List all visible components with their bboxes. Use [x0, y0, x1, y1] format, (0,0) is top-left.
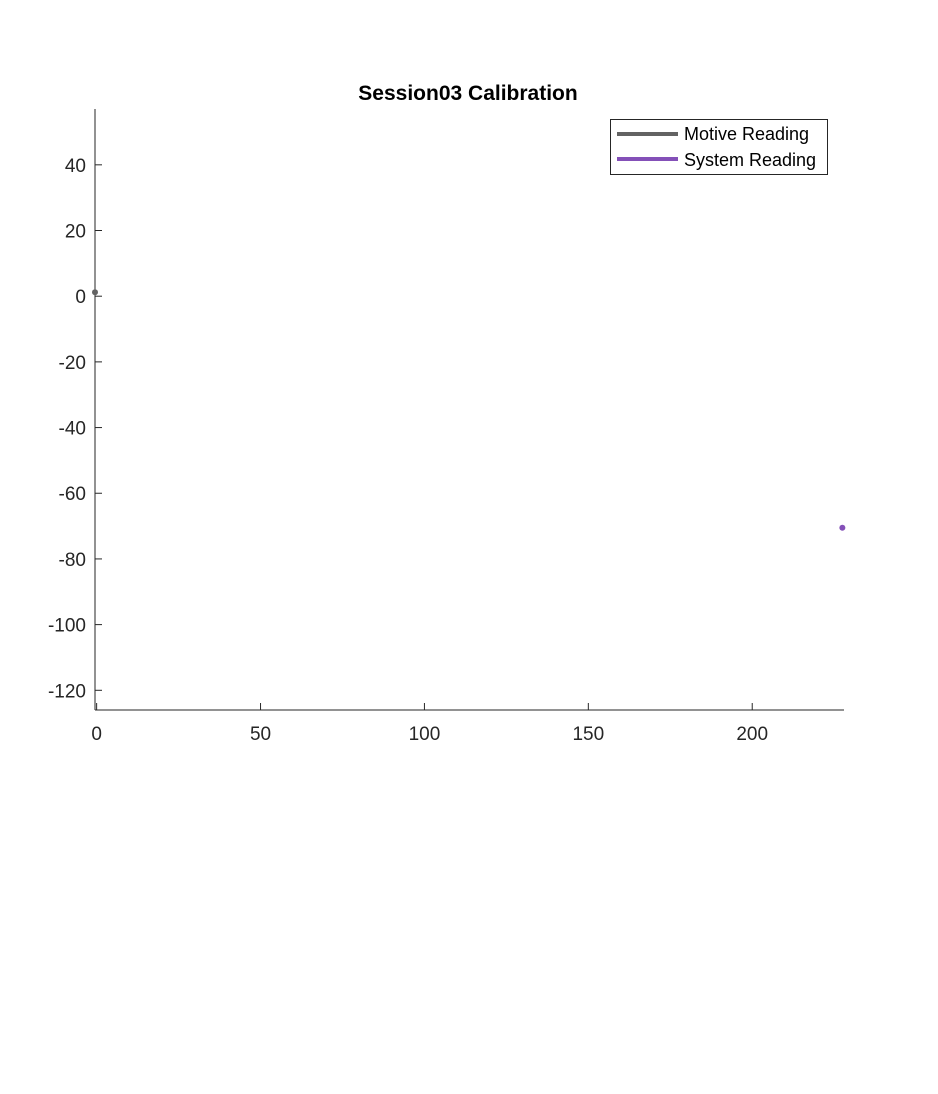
y-tick-label: 0 [75, 287, 86, 308]
y-tick-label: -40 [59, 419, 86, 440]
x-tick-label: 100 [409, 724, 441, 745]
x-tick-label: 150 [572, 724, 604, 745]
legend: Motive Reading System Reading [610, 119, 828, 175]
y-tick-label: 40 [65, 156, 86, 177]
x-tick-label: 200 [736, 724, 768, 745]
x-tick-label: 0 [91, 724, 102, 745]
y-tick-label: -60 [59, 484, 86, 505]
legend-box [610, 119, 828, 175]
y-tick-label: -80 [59, 550, 86, 571]
y-tick-label: 20 [65, 222, 86, 243]
motive-reading-point [92, 289, 98, 296]
system-reading-point [839, 524, 846, 531]
legend-label-motive: Motive Reading [684, 124, 809, 144]
x-tick-label: 50 [250, 724, 271, 745]
axes [94, 109, 844, 711]
y-tick-label: -120 [48, 681, 86, 702]
data-points [92, 289, 846, 531]
y-tick-label: -100 [48, 616, 86, 637]
legend-label-system: System Reading [684, 150, 816, 170]
y-tick-label: -20 [59, 353, 86, 374]
chart-title: Session03 Calibration [358, 82, 577, 105]
